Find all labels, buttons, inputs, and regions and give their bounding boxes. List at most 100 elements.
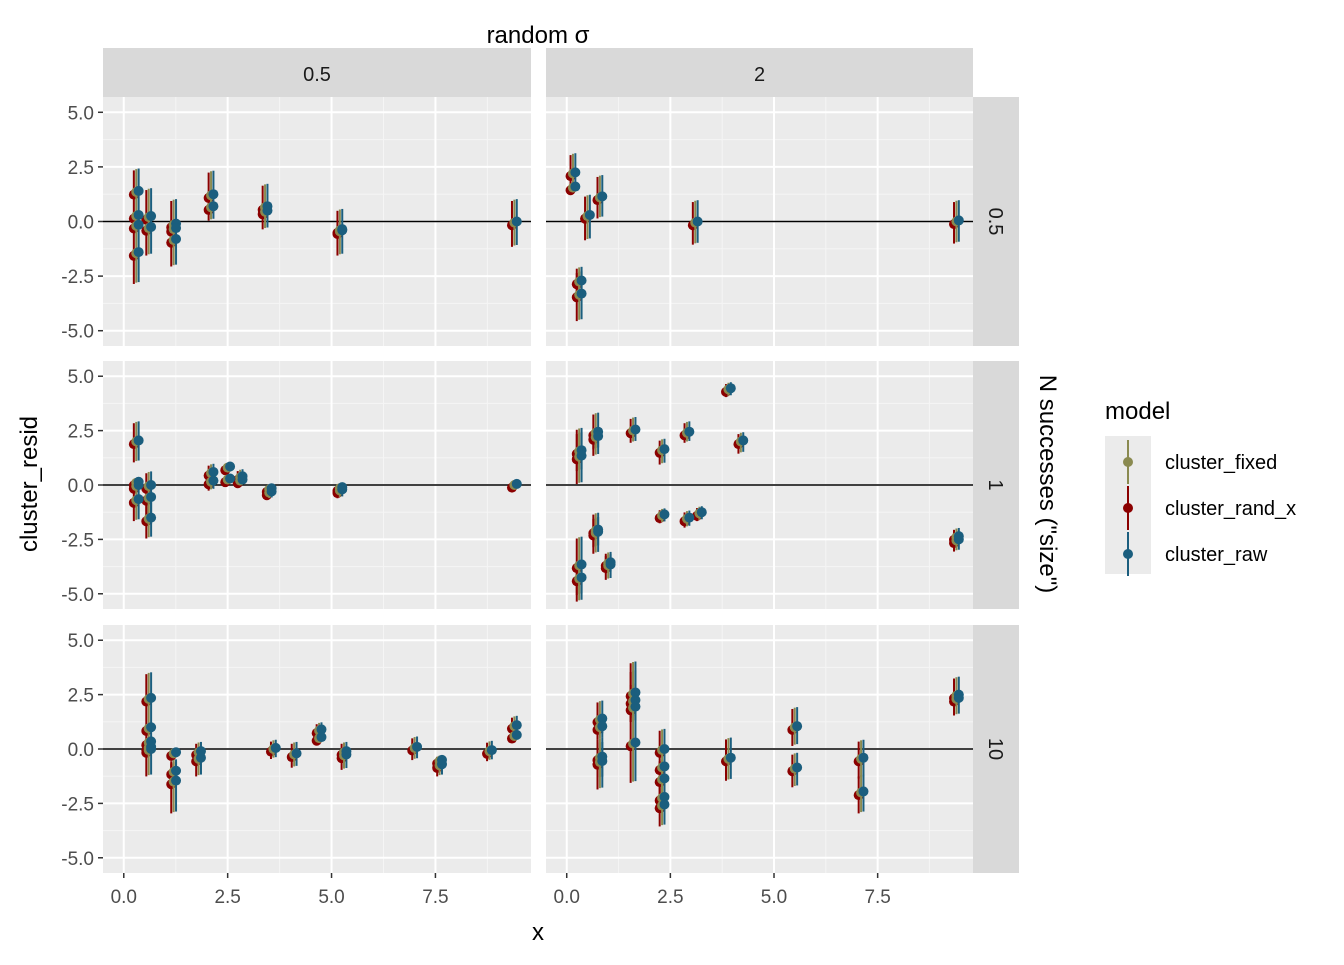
- point-cluster_raw: [630, 737, 641, 748]
- point-cluster_raw: [146, 480, 157, 490]
- y-tick-label: 0.0: [68, 740, 94, 761]
- legend-key-point-cluster_fixed: [1123, 457, 1133, 467]
- facet-strip-row-label-1: 1: [984, 479, 1006, 490]
- y-tick-label: 5.0: [68, 103, 94, 124]
- x-tick-label: 5.0: [761, 887, 787, 908]
- point-cluster_raw: [576, 275, 587, 286]
- point-cluster_raw: [225, 473, 236, 484]
- panel-r2-c0: -5.0 -2.5 0.0 2.5 5.0 0.0 2.5 5.0 7.5: [61, 625, 531, 908]
- point-cluster_raw: [684, 512, 695, 523]
- point-cluster_raw: [171, 747, 182, 758]
- legend-key-point-cluster_rand_x: [1123, 503, 1133, 513]
- panel-r1-c1: [546, 361, 973, 609]
- facet-strip-row-1: [973, 361, 1019, 609]
- point-cluster_raw: [146, 211, 157, 222]
- point-cluster_raw: [593, 526, 604, 537]
- legend-key-point-cluster_raw: [1123, 549, 1133, 559]
- y-tick-label: 0.0: [68, 476, 94, 497]
- point-cluster_raw: [725, 383, 736, 394]
- facet-strip-row-0: [973, 97, 1019, 346]
- point-cluster_raw: [953, 531, 964, 542]
- y-tick-label: 2.5: [68, 422, 94, 443]
- point-cluster_raw: [341, 746, 352, 757]
- point-cluster_raw: [133, 480, 144, 490]
- point-cluster_raw: [696, 507, 707, 518]
- point-cluster_raw: [208, 466, 219, 477]
- point-cluster_raw: [133, 185, 144, 196]
- point-cluster_raw: [146, 221, 157, 232]
- facet-strip-col-0: [103, 48, 531, 97]
- point-cluster_raw: [659, 773, 670, 784]
- point-cluster_raw: [146, 512, 157, 523]
- point-cluster_raw: [576, 559, 587, 570]
- point-cluster_raw: [208, 189, 219, 200]
- x-tick-label: 7.5: [864, 887, 890, 908]
- point-cluster_raw: [597, 191, 608, 202]
- y-tick-label: -5.0: [61, 322, 94, 343]
- panel-r1-c0: -5.0 -2.5 0.0 2.5 5.0: [61, 361, 531, 609]
- point-cluster_raw: [597, 751, 608, 762]
- point-cluster_raw: [133, 219, 144, 230]
- point-cluster_raw: [605, 557, 616, 568]
- panel-r0-c0: -5.0 -2.5 0.0 2.5 5.0: [61, 97, 531, 346]
- point-cluster_raw: [316, 724, 327, 735]
- point-cluster_raw: [684, 426, 695, 437]
- point-cluster_raw: [659, 444, 670, 455]
- panels-group: 0.5 2 0.5 1 10 -5.0 -2.5 0.0 2.5 5.0 -5.0 -2.5 0.0 2.…: [61, 48, 1019, 908]
- point-cluster_raw: [436, 754, 447, 765]
- y-tick-label: 0.0: [68, 213, 94, 234]
- point-cluster_raw: [270, 742, 281, 753]
- point-cluster_raw: [511, 478, 522, 489]
- point-cluster_raw: [412, 741, 423, 752]
- legend-label-cluster_fixed: cluster_fixed: [1165, 452, 1277, 474]
- point-cluster_raw: [511, 729, 522, 740]
- point-cluster_raw: [659, 799, 670, 810]
- x-tick-label: 5.0: [318, 887, 344, 908]
- facet-strip-col-1: [546, 48, 973, 97]
- point-cluster_raw: [858, 752, 869, 763]
- point-cluster_raw: [953, 692, 964, 703]
- facet-strip-row-label-2: 10: [984, 738, 1006, 760]
- legend-entries: cluster_fixed cluster_rand_x cluster_raw: [1123, 440, 1296, 576]
- point-cluster_raw: [792, 721, 803, 732]
- point-cluster_raw: [511, 216, 522, 227]
- y-tick-label: 2.5: [68, 686, 94, 707]
- point-cluster_raw: [171, 223, 182, 234]
- x-tick-label: 0.0: [111, 887, 137, 908]
- y-tick-label: -2.5: [61, 530, 94, 551]
- legend-title: model: [1105, 398, 1170, 425]
- y-tick-label: -2.5: [61, 267, 94, 288]
- y-axis-label: cluster_resid: [16, 416, 43, 552]
- point-cluster_raw: [146, 692, 157, 703]
- facet-strip-col-label-1: 2: [754, 64, 765, 86]
- y-tick-label: 2.5: [68, 158, 94, 179]
- point-cluster_raw: [133, 435, 144, 446]
- y-tick-label: -2.5: [61, 794, 94, 815]
- point-cluster_raw: [337, 482, 348, 493]
- x-tick-label: 2.5: [657, 887, 683, 908]
- point-cluster_raw: [266, 483, 277, 494]
- chart-title: random σ: [487, 22, 590, 49]
- point-cluster_raw: [511, 720, 522, 731]
- facet-strip-row-2: [973, 625, 1019, 873]
- point-cluster_raw: [858, 786, 869, 797]
- point-cluster_raw: [659, 509, 670, 520]
- point-cluster_raw: [486, 745, 497, 756]
- panel-r0-c1: [546, 97, 973, 346]
- point-cluster_raw: [725, 752, 736, 763]
- point-cluster_raw: [570, 167, 581, 178]
- point-cluster_raw: [584, 209, 595, 220]
- point-cluster_raw: [738, 435, 749, 446]
- point-cluster_raw: [570, 181, 581, 192]
- point-cluster_raw: [597, 713, 608, 724]
- point-cluster_raw: [337, 224, 348, 235]
- point-cluster_raw: [597, 721, 608, 732]
- point-cluster_raw: [792, 762, 803, 773]
- point-cluster_raw: [133, 494, 144, 505]
- y-tick-label: -5.0: [61, 585, 94, 606]
- point-cluster_raw: [291, 748, 302, 759]
- point-cluster_raw: [225, 461, 236, 472]
- point-cluster_raw: [133, 247, 144, 258]
- point-cluster_raw: [316, 732, 327, 743]
